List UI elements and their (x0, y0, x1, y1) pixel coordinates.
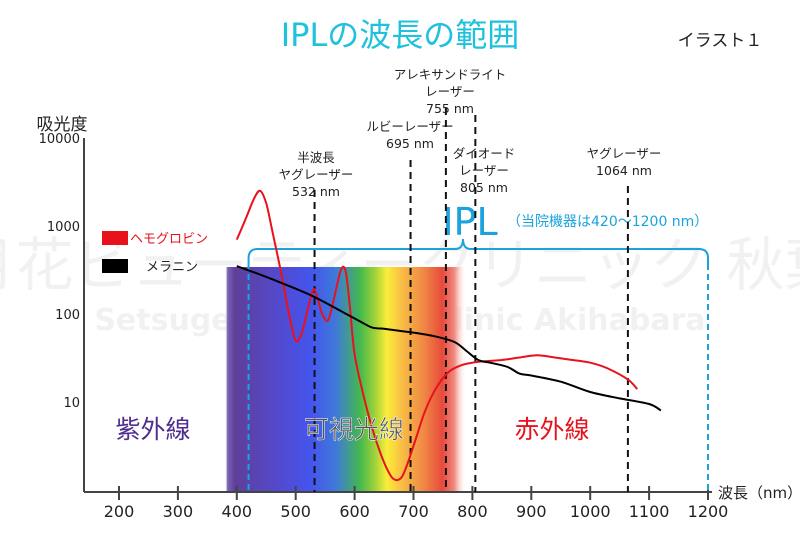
x-tick-label: 1000 (570, 502, 611, 521)
laser-name: ダイオード (453, 146, 516, 161)
legend-swatch-melanin (102, 259, 128, 273)
laser-name: ルビーレーザー (366, 119, 453, 134)
laser-wavelength: 1064 nm (596, 163, 652, 178)
visible-spectrum-band (225, 267, 466, 492)
x-tick-label: 300 (163, 502, 194, 521)
laser-wavelength: 532 nm (292, 184, 340, 199)
ipl-note: （当院機器は420～1200 nm） (507, 214, 708, 230)
figure-label: イラスト１ (678, 31, 763, 51)
legend-swatch-hemoglobin (102, 231, 128, 245)
x-tick-label: 400 (222, 502, 253, 521)
x-tick-label: 800 (457, 502, 488, 521)
x-tick-label: 900 (516, 502, 547, 521)
laser-name: ヤグレーザー (587, 146, 662, 161)
y-tick-label: 10000 (39, 132, 80, 147)
legend-label-melanin: メラニン (146, 260, 198, 275)
x-tick-label: 600 (339, 502, 370, 521)
y-tick-label: 1000 (47, 220, 80, 235)
region-label-ir: 赤外線 (514, 415, 589, 444)
laser-name: ヤグレーザー (279, 167, 354, 182)
laser-wavelength: 695 nm (386, 136, 434, 151)
x-tick-label: 200 (104, 502, 135, 521)
laser-wavelength: 755 nm (426, 101, 474, 116)
region-label-visible: 可視光線 (304, 415, 404, 444)
laser-name: アレキサンドライト (394, 67, 507, 82)
y-tick-label: 10 (63, 396, 80, 411)
x-axis-label: 波長（nm） (718, 484, 800, 502)
laser-name: 半波長 (297, 150, 335, 165)
legend-label-hemoglobin: ヘモグロビン (130, 232, 208, 247)
laser-wavelength: 805 nm (460, 180, 508, 195)
x-tick-label: 500 (280, 502, 311, 521)
x-tick-label: 700 (398, 502, 429, 521)
region-label-uv: 紫外線 (115, 415, 190, 444)
chart-title: IPLの波長の範囲 (281, 16, 520, 54)
x-tick-label: 1200 (688, 502, 729, 521)
ipl-label: IPL (442, 200, 497, 244)
y-tick-label: 100 (55, 308, 80, 323)
laser-name: レーザー (459, 163, 509, 178)
laser-name: レーザー (425, 84, 475, 99)
x-tick-label: 1100 (629, 502, 670, 521)
